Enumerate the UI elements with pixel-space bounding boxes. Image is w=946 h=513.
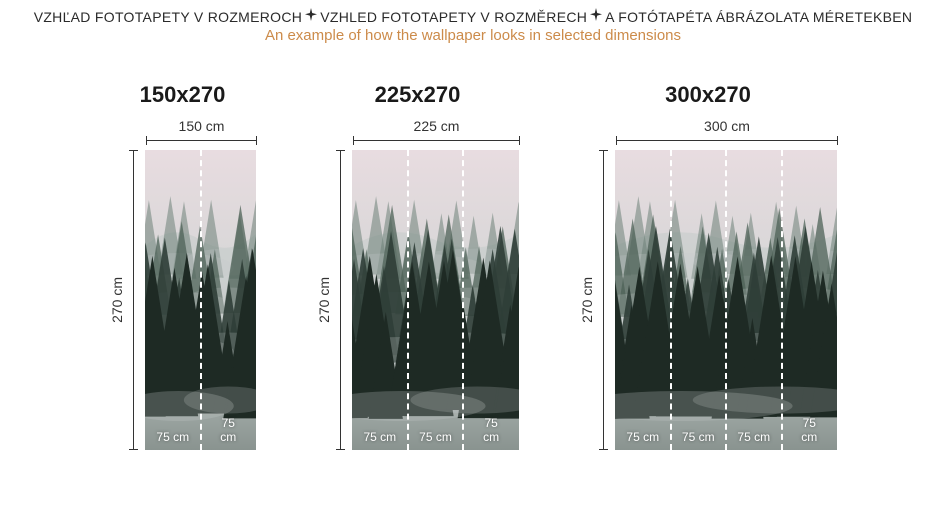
sparkle-icon [589, 8, 603, 25]
strip-width-label: 75 cm [477, 416, 505, 444]
size-title: 300x270 [665, 82, 751, 108]
width-label: 225 cm [414, 118, 460, 134]
width-label: 150 cm [179, 118, 225, 134]
height-label: 270 cm [316, 277, 332, 323]
wallpaper-preview: 75 cm 75 cm 75 cm 75 cm [615, 150, 837, 450]
strip-divider [462, 150, 464, 450]
height-indicator: 270 cm [109, 150, 139, 450]
header-multilang-line: VZHĽAD FOTOTAPETY V ROZMEROCH VZHLED FOT… [0, 8, 946, 25]
strip-divider [781, 150, 783, 450]
strip-divider [725, 150, 727, 450]
strip-width-label: 75 cm [795, 416, 823, 444]
height-bar [336, 150, 346, 450]
wallpaper-preview: 75 cm 75 cm 75 cm [352, 150, 519, 450]
strip-width-label: 75 cm [419, 430, 452, 444]
strip-width-label: 75 cm [737, 430, 770, 444]
width-label: 300 cm [704, 118, 750, 134]
header-text-hu: A FOTÓTAPÉTA ÁBRÁZOLATA MÉRETEKBEN [605, 9, 912, 25]
height-label: 270 cm [109, 277, 125, 323]
width-indicator: 300 cm [616, 118, 838, 146]
dimension-panel: 150x270 150 cm 270 cm [108, 82, 257, 450]
size-title: 150x270 [140, 82, 226, 108]
header-subtitle: An example of how the wallpaper looks in… [0, 27, 946, 44]
width-indicator: 150 cm [146, 118, 257, 146]
size-title: 225x270 [375, 82, 461, 108]
sparkle-icon [304, 8, 318, 25]
width-bar [353, 136, 520, 146]
dimension-panel: 300x270 300 cm 270 cm [578, 82, 838, 450]
height-bar [129, 150, 139, 450]
header-text-sk: VZHĽAD FOTOTAPETY V ROZMEROCH [34, 9, 303, 25]
strip-width-label: 75 cm [214, 416, 242, 444]
strip-width-label: 75 cm [156, 430, 189, 444]
strip-width-label: 75 cm [626, 430, 659, 444]
width-indicator: 225 cm [353, 118, 520, 146]
header-text-cz: VZHLED FOTOTAPETY V ROZMĚRECH [320, 9, 587, 25]
header: VZHĽAD FOTOTAPETY V ROZMEROCH VZHLED FOT… [0, 0, 946, 44]
height-label: 270 cm [579, 277, 595, 323]
width-bar [146, 136, 257, 146]
height-bar [599, 150, 609, 450]
panels-container: 150x270 150 cm 270 cm [0, 82, 946, 450]
wallpaper-preview: 75 cm 75 cm [145, 150, 256, 450]
height-indicator: 270 cm [579, 150, 609, 450]
height-indicator: 270 cm [316, 150, 346, 450]
strip-divider [200, 150, 202, 450]
strip-width-label: 75 cm [363, 430, 396, 444]
wallpaper-image [352, 150, 519, 450]
dimension-panel: 225x270 225 cm 270 cm [315, 82, 520, 450]
strip-divider [670, 150, 672, 450]
strip-width-label: 75 cm [682, 430, 715, 444]
strip-divider [407, 150, 409, 450]
width-bar [616, 136, 838, 146]
